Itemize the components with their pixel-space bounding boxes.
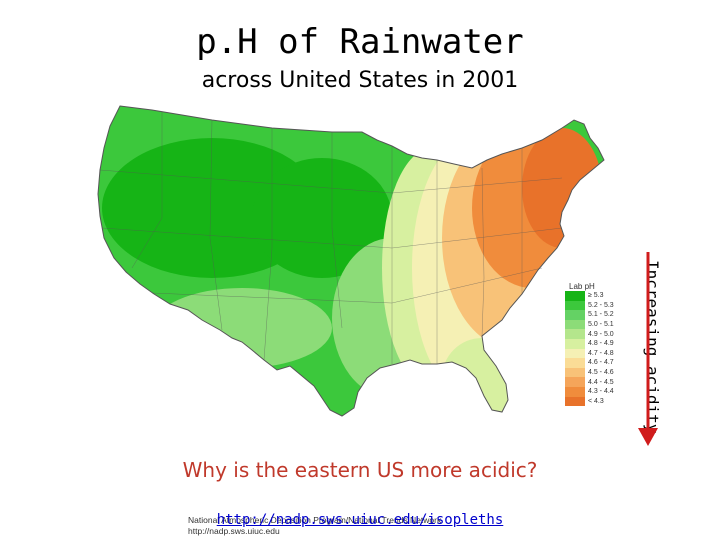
legend-row: 4.3 - 4.4: [565, 386, 625, 397]
legend-label: 5.0 - 5.1: [588, 321, 614, 329]
legend-label: 4.4 - 4.5: [588, 378, 614, 386]
legend-swatch: [565, 396, 585, 407]
legend-swatch: [565, 300, 585, 311]
ph-map: National Atmospheric Deposition Program/…: [92, 98, 652, 536]
legend-row: < 4.3: [565, 396, 625, 407]
question-text: Why is the eastern US more acidic?: [182, 458, 538, 482]
legend-swatch: [565, 348, 585, 359]
legend-label: 4.8 - 4.9: [588, 340, 614, 348]
legend-label: 4.7 - 4.8: [588, 349, 614, 357]
legend-swatch: [565, 367, 585, 378]
region-southwest: [152, 288, 332, 368]
legend-row: 4.6 - 4.7: [565, 358, 625, 368]
legend-swatch: [565, 310, 585, 320]
legend-row: 4.7 - 4.8: [565, 348, 625, 359]
legend-swatch: [565, 377, 585, 387]
legend-label: 4.6 - 4.7: [588, 359, 614, 367]
legend-swatch: [565, 338, 585, 349]
isopleths-link[interactable]: http://nadp.sws.uiuc.edu/isopleths: [216, 512, 504, 528]
legend-title: Lab pH: [569, 282, 595, 291]
legend-label: 4.5 - 4.6: [588, 369, 614, 377]
credit-line-1: National Atmospheric Deposition Program/…: [188, 515, 442, 525]
legend-row: 5.1 - 5.2: [565, 310, 625, 320]
map-credit: National Atmospheric Deposition Program/…: [188, 515, 441, 537]
us-ph-isopleth-map: [97, 105, 605, 417]
page-title: p.H of Rainwater: [196, 22, 524, 62]
legend-rows: ≥ 5.3 5.2 - 5.3 5.1 - 5.2 5.0 - 5.1 4.9 - 5.…: [565, 291, 625, 407]
legend-row: ≥ 5.3: [565, 291, 625, 301]
state-boundaries: [99, 112, 563, 364]
legend-row: 4.4 - 4.5: [565, 377, 625, 387]
legend-label: 4.3 - 4.4: [588, 388, 614, 396]
legend-label: 4.9 - 5.0: [588, 330, 614, 338]
page-subtitle: across United States in 2001: [201, 68, 519, 93]
legend-row: 5.0 - 5.1: [565, 319, 625, 330]
legend-row: 4.5 - 4.6: [565, 367, 625, 378]
us-outline: [97, 105, 605, 417]
ph-legend: Lab pH ≥ 5.3 5.2 - 5.3 5.1 - 5.2 5.0 - 5.1 4…: [565, 282, 625, 407]
legend-swatch: [565, 291, 585, 301]
legend-swatch: [565, 358, 585, 368]
legend-row: 4.9 - 5.0: [565, 329, 625, 339]
legend-label: ≥ 5.3: [588, 292, 604, 300]
legend-label: < 4.3: [588, 397, 604, 405]
legend-row: 5.2 - 5.3: [565, 300, 625, 311]
acidity-arrow: [638, 252, 658, 446]
legend-row: 4.8 - 4.9: [565, 338, 625, 349]
legend-swatch: [565, 329, 585, 339]
region-southeast: [442, 338, 522, 416]
credit-line-2: http://nadp.sws.uiuc.edu: [188, 526, 280, 536]
legend-swatch: [565, 319, 585, 330]
legend-label: 5.1 - 5.2: [588, 311, 614, 319]
region-plains-high: [252, 158, 392, 278]
legend-label: 5.2 - 5.3: [588, 301, 614, 309]
legend-swatch: [565, 386, 585, 397]
acidity-arrow-head: [638, 428, 658, 446]
